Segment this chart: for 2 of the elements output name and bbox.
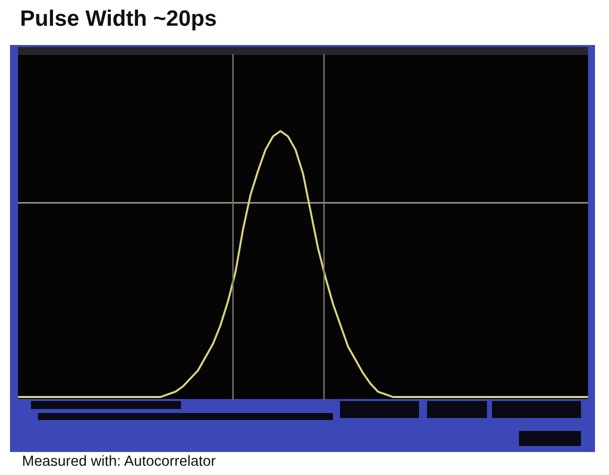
text: Measured with: Autocorrelator — [23, 455, 216, 466]
chart-title: Pulse Width ~20ps — [21, 10, 216, 30]
